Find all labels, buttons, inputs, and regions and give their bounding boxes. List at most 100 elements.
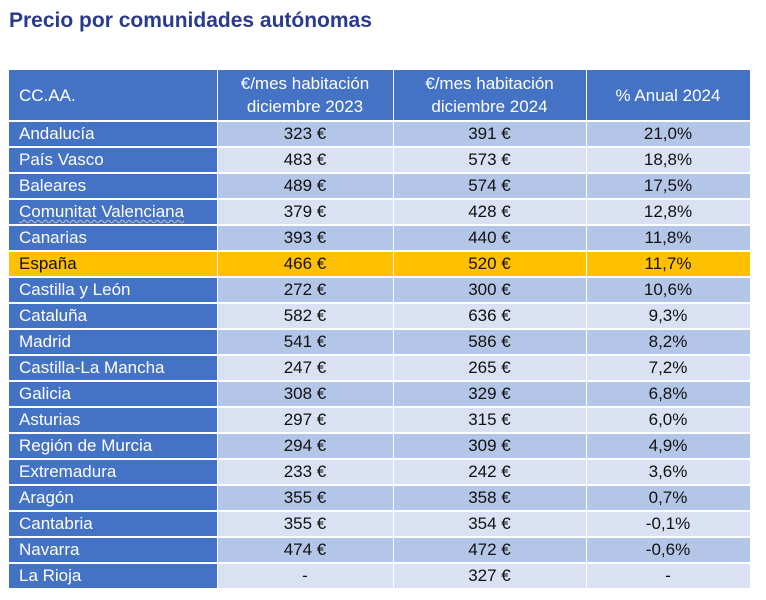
region-cell: Navarra	[9, 536, 218, 563]
annual-change-cell: 6,0%	[586, 406, 751, 433]
price-2024-cell: 315 €	[393, 406, 587, 433]
annual-change-cell: -0,1%	[586, 510, 751, 537]
annual-change-cell: 7,2%	[586, 354, 751, 381]
annual-change-cell: 12,8%	[586, 198, 751, 225]
annual-change-cell: 10,6%	[586, 276, 751, 303]
annual-change-cell: 8,2%	[586, 328, 751, 355]
price-2024-cell: 358 €	[393, 484, 587, 511]
table-row: Comunitat Valenciana 379 € 428 € 12,8%	[9, 198, 751, 225]
table-row: Asturias 297 € 315 € 6,0%	[9, 406, 751, 433]
table-row: Madrid 541 € 586 € 8,2%	[9, 328, 751, 355]
annual-change-cell: 6,8%	[586, 380, 751, 407]
table-row: Navarra 474 € 472 € -0,6%	[9, 536, 751, 563]
annual-change-cell: 21,0%	[586, 120, 751, 147]
annual-change-cell: -0,6%	[586, 536, 751, 563]
price-2023-cell: 297 €	[217, 406, 394, 433]
header-price-2024: €/mes habitación diciembre 2024	[393, 70, 587, 121]
table-row: Andalucía 323 € 391 € 21,0%	[9, 120, 751, 147]
annual-change-cell: 11,7%	[586, 250, 751, 277]
table-row: Baleares 489 € 574 € 17,5%	[9, 172, 751, 199]
price-2024-cell: 265 €	[393, 354, 587, 381]
header-price-2023-line2: diciembre 2023	[246, 97, 364, 116]
price-2023-cell: 247 €	[217, 354, 394, 381]
price-2023-cell: 355 €	[217, 484, 394, 511]
annual-change-cell: 4,9%	[586, 432, 751, 459]
table-row: Región de Murcia 294 € 309 € 4,9%	[9, 432, 751, 459]
price-2023-cell: 393 €	[217, 224, 394, 251]
price-2023-cell: 379 €	[217, 198, 394, 225]
annual-change-cell: 9,3%	[586, 302, 751, 329]
region-cell: Región de Murcia	[9, 432, 218, 459]
table-header-row: CC.AA. €/mes habitación diciembre 2023 €…	[9, 70, 751, 121]
price-2024-cell: 520 €	[393, 250, 587, 277]
table-row: Galicia 308 € 329 € 6,8%	[9, 380, 751, 407]
region-cell: Castilla-La Mancha	[9, 354, 218, 381]
table-row: Cataluña 582 € 636 € 9,3%	[9, 302, 751, 329]
table-row: La Rioja - 327 € -	[9, 562, 751, 588]
table-row: Castilla-La Mancha 247 € 265 € 7,2%	[9, 354, 751, 381]
price-2023-cell: 489 €	[217, 172, 394, 199]
price-2024-cell: 440 €	[393, 224, 587, 251]
price-2023-cell: 233 €	[217, 458, 394, 485]
region-cell: Aragón	[9, 484, 218, 511]
price-2023-cell: 541 €	[217, 328, 394, 355]
price-2024-cell: 428 €	[393, 198, 587, 225]
price-2023-cell: 294 €	[217, 432, 394, 459]
price-table: CC.AA. €/mes habitación diciembre 2023 €…	[9, 70, 751, 588]
region-cell: País Vasco	[9, 146, 218, 173]
price-2024-cell: 300 €	[393, 276, 587, 303]
region-cell: Canarias	[9, 224, 218, 251]
header-price-2024-line2: diciembre 2024	[431, 97, 548, 116]
table-row: País Vasco 483 € 573 € 18,8%	[9, 146, 751, 173]
region-cell: La Rioja	[9, 562, 218, 588]
region-cell: Extremadura	[9, 458, 218, 485]
table-row-highlighted: España 466 € 520 € 11,7%	[9, 250, 751, 277]
price-2024-cell: 636 €	[393, 302, 587, 329]
price-2024-cell: 354 €	[393, 510, 587, 537]
header-price-2023: €/mes habitación diciembre 2023	[217, 70, 394, 121]
price-2023-cell: -	[217, 562, 394, 588]
annual-change-cell: 18,8%	[586, 146, 751, 173]
price-2023-cell: 466 €	[217, 250, 394, 277]
price-2024-cell: 586 €	[393, 328, 587, 355]
region-cell: Galicia	[9, 380, 218, 407]
header-region: CC.AA.	[9, 70, 218, 121]
price-2024-cell: 573 €	[393, 146, 587, 173]
table-row: Cantabria 355 € 354 € -0,1%	[9, 510, 751, 537]
region-cell: Cataluña	[9, 302, 218, 329]
price-2023-cell: 483 €	[217, 146, 394, 173]
price-2023-cell: 323 €	[217, 120, 394, 147]
annual-change-cell: 17,5%	[586, 172, 751, 199]
price-2023-cell: 582 €	[217, 302, 394, 329]
price-2024-cell: 391 €	[393, 120, 587, 147]
price-2023-cell: 474 €	[217, 536, 394, 563]
price-2023-cell: 308 €	[217, 380, 394, 407]
price-2024-cell: 309 €	[393, 432, 587, 459]
region-cell: Andalucía	[9, 120, 218, 147]
region-cell: Castilla y León	[9, 276, 218, 303]
region-label: Comunitat Valenciana	[19, 202, 185, 221]
region-cell: España	[9, 250, 218, 277]
price-2024-cell: 472 €	[393, 536, 587, 563]
price-2023-cell: 272 €	[217, 276, 394, 303]
table-row: Extremadura 233 € 242 € 3,6%	[9, 458, 751, 485]
header-price-2023-line1: €/mes habitación	[240, 74, 370, 93]
region-cell: Comunitat Valenciana	[9, 198, 218, 225]
price-2024-cell: 574 €	[393, 172, 587, 199]
annual-change-cell: 3,6%	[586, 458, 751, 485]
region-cell: Madrid	[9, 328, 218, 355]
annual-change-cell: 0,7%	[586, 484, 751, 511]
price-2024-cell: 327 €	[393, 562, 587, 588]
page-title: Precio por comunidades autónomas	[9, 9, 372, 32]
region-cell: Baleares	[9, 172, 218, 199]
header-annual-change: % Anual 2024	[586, 70, 751, 121]
table-row: Canarias 393 € 440 € 11,8%	[9, 224, 751, 251]
price-2024-cell: 242 €	[393, 458, 587, 485]
table-row: Castilla y León 272 € 300 € 10,6%	[9, 276, 751, 303]
annual-change-cell: -	[586, 562, 751, 588]
table-row: Aragón 355 € 358 € 0,7%	[9, 484, 751, 511]
annual-change-cell: 11,8%	[586, 224, 751, 251]
price-2023-cell: 355 €	[217, 510, 394, 537]
header-price-2024-line1: €/mes habitación	[425, 74, 554, 93]
region-cell: Cantabria	[9, 510, 218, 537]
